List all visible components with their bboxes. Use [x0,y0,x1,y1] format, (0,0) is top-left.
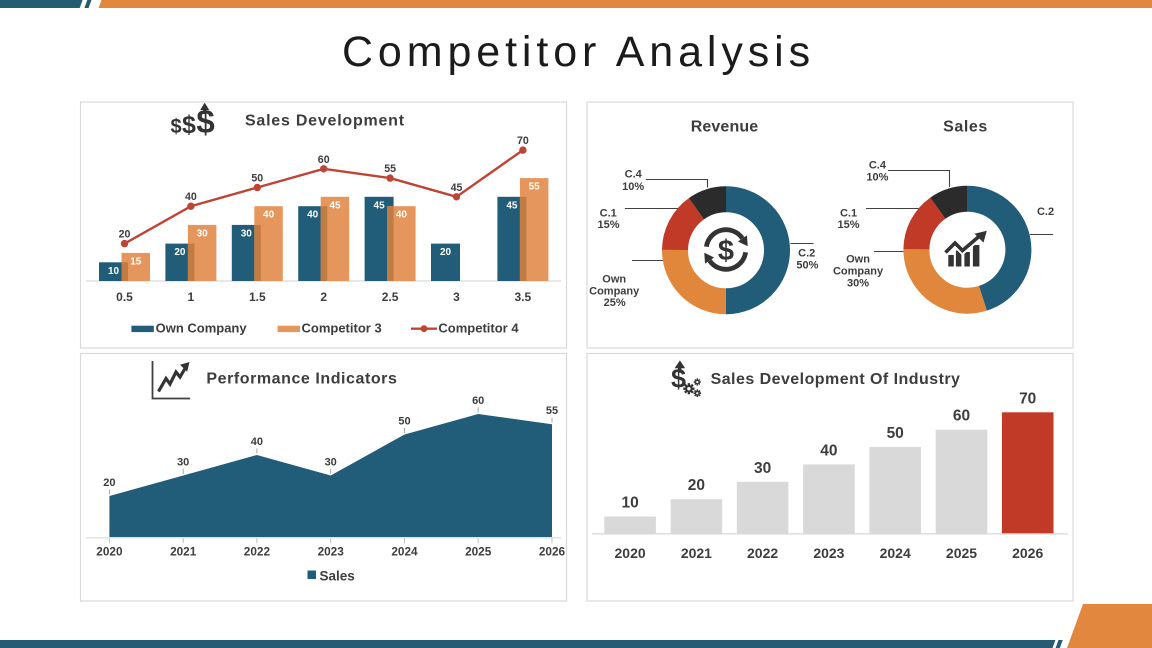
svg-text:C.2: C.2 [1037,206,1054,218]
svg-text:2.5: 2.5 [382,290,399,304]
svg-text:40: 40 [396,210,408,221]
svg-text:30: 30 [325,457,337,469]
svg-text:1: 1 [188,290,195,304]
svg-text:Company: Company [833,266,884,278]
svg-text:45: 45 [451,182,463,194]
svg-text:Sales Development: Sales Development [245,112,405,129]
svg-text:15%: 15% [837,219,859,231]
svg-text:30: 30 [197,228,209,239]
svg-text:20: 20 [103,477,115,489]
svg-text:Own: Own [846,253,870,265]
svg-text:30: 30 [754,460,771,477]
svg-text:40: 40 [820,442,837,459]
svg-text:50: 50 [398,416,410,428]
svg-text:25%: 25% [604,297,626,309]
svg-text:40: 40 [251,436,263,448]
svg-text:60: 60 [953,408,970,425]
svg-text:55: 55 [529,182,541,193]
svg-text:2025: 2025 [946,545,977,561]
svg-text:45: 45 [329,200,341,211]
svg-text:60: 60 [318,154,330,166]
svg-text:C.2: C.2 [798,248,815,260]
svg-text:2024: 2024 [880,545,911,561]
svg-text:3: 3 [453,290,460,304]
svg-text:Performance Indicators: Performance Indicators [206,371,397,388]
svg-text:2022: 2022 [244,545,271,559]
svg-text:70: 70 [1019,390,1036,407]
svg-text:$: $ [196,103,214,140]
svg-text:Competitor Analysis: Competitor Analysis [342,28,815,76]
svg-text:2022: 2022 [747,545,778,561]
svg-text:45: 45 [374,200,386,211]
svg-text:$: $ [718,235,734,267]
svg-text:50: 50 [887,425,904,442]
svg-text:Competitor 4: Competitor 4 [438,321,519,336]
svg-text:2021: 2021 [681,545,712,561]
svg-text:30%: 30% [847,277,869,289]
svg-text:55: 55 [546,405,558,417]
svg-text:20: 20 [688,477,705,494]
svg-text:50: 50 [251,173,263,185]
svg-text:$: $ [170,116,181,138]
svg-text:Company: Company [589,286,640,298]
svg-text:2020: 2020 [615,545,646,561]
svg-text:2: 2 [320,290,327,304]
svg-text:2026: 2026 [539,545,566,559]
svg-text:2020: 2020 [96,545,123,559]
svg-text:10: 10 [621,495,638,512]
svg-text:10%: 10% [622,181,644,193]
svg-text:2024: 2024 [391,545,418,559]
svg-text:45: 45 [506,200,518,211]
svg-text:2023: 2023 [813,545,844,561]
svg-text:$: $ [671,364,686,394]
svg-text:15: 15 [130,256,142,267]
svg-text:55: 55 [384,163,396,175]
svg-text:20: 20 [174,247,186,258]
svg-text:3.5: 3.5 [515,290,532,304]
svg-text:30: 30 [177,457,189,469]
svg-text:2025: 2025 [465,545,492,559]
svg-text:30: 30 [241,228,253,239]
svg-text:Sales: Sales [943,119,988,136]
svg-text:60: 60 [472,395,484,407]
svg-text:40: 40 [307,210,319,221]
svg-text:Sales: Sales [320,569,355,584]
svg-text:C.4: C.4 [869,159,887,171]
svg-text:70: 70 [517,135,529,147]
svg-text:10: 10 [108,266,120,277]
svg-text:2026: 2026 [1012,545,1043,561]
svg-text:Own Company: Own Company [156,321,248,336]
svg-text:C.1: C.1 [840,208,857,220]
svg-text:2023: 2023 [318,545,345,559]
svg-text:$: $ [182,111,196,139]
svg-text:40: 40 [185,191,197,203]
svg-text:20: 20 [440,247,452,258]
svg-text:50%: 50% [796,259,818,271]
svg-text:Sales Development Of Industry: Sales Development Of Industry [711,371,961,388]
svg-text:1.5: 1.5 [249,290,266,304]
svg-text:20: 20 [119,229,131,241]
svg-text:40: 40 [263,210,275,221]
svg-text:Revenue: Revenue [691,119,759,136]
svg-text:10%: 10% [866,171,888,183]
svg-text:0.5: 0.5 [116,290,133,304]
svg-text:C.1: C.1 [600,208,617,220]
svg-text:C.4: C.4 [625,168,643,180]
svg-text:2021: 2021 [170,545,197,559]
svg-text:15%: 15% [597,219,619,231]
svg-text:Own: Own [602,273,626,285]
svg-text:Competitor 3: Competitor 3 [302,321,382,336]
